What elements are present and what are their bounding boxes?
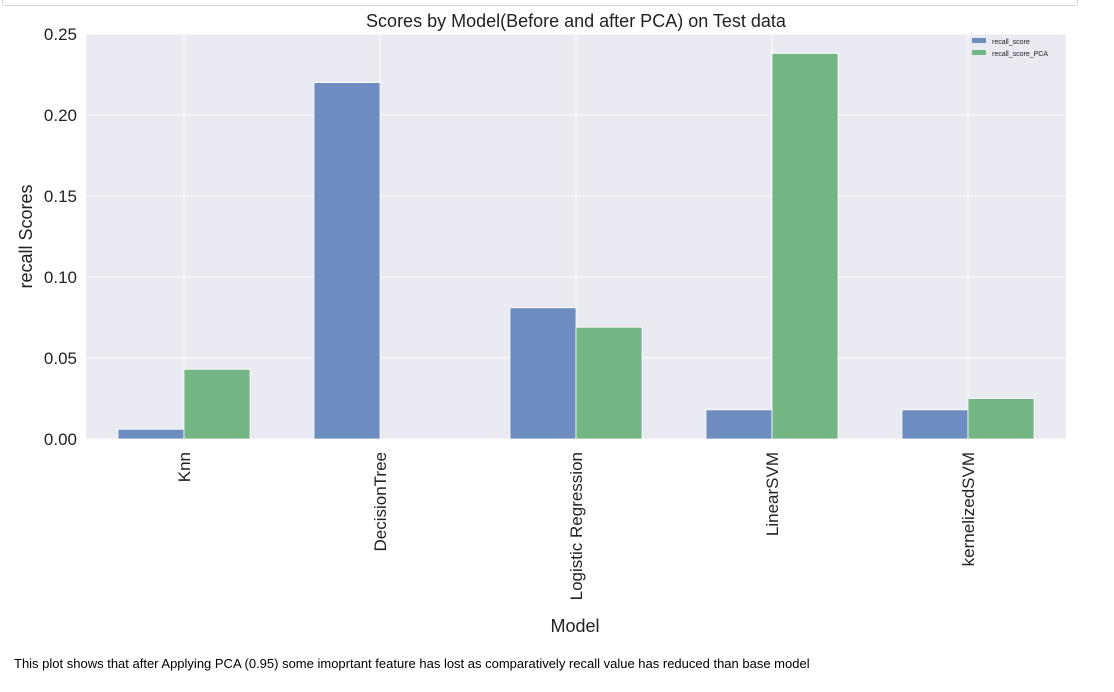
bar-recall-score-linearsvm — [705, 409, 773, 440]
legend-label: recall_score — [992, 39, 1030, 46]
legend-swatch-recall-score — [972, 38, 986, 43]
x-tick-label: Logistic Regression — [567, 452, 586, 600]
y-tick-label: 0.00 — [44, 430, 77, 449]
chart-title: Scores by Model(Before and after PCA) on… — [366, 11, 787, 31]
y-tick-label: 0.20 — [44, 106, 77, 125]
x-tick-label: kernelizedSVM — [959, 452, 978, 566]
legend-label: recall_score_PCA — [992, 51, 1048, 58]
bar-recall-score-PCA-logistic-regression — [575, 326, 643, 440]
x-axis-label: Model — [550, 616, 599, 636]
x-tick-label: LinearSVM — [763, 452, 782, 536]
bar-recall-score-decisiontree — [313, 82, 381, 440]
bar-recall-score-knn — [117, 428, 185, 440]
chart-caption: This plot shows that after Applying PCA … — [14, 656, 810, 671]
y-tick-label: 0.25 — [44, 25, 77, 44]
y-tick-label: 0.05 — [44, 349, 77, 368]
y-axis-label: recall Scores — [16, 184, 36, 288]
bar-recall-score-logistic-regression — [509, 307, 577, 440]
legend-swatch-recall-score-PCA — [972, 50, 986, 55]
output-cell-frame — [2, 0, 1078, 6]
x-tick-label: DecisionTree — [371, 452, 390, 552]
x-tick-label: Knn — [175, 452, 194, 482]
bar-recall-score-PCA-linearsvm — [771, 53, 839, 440]
bar-recall-score-kernelizedsvm — [901, 409, 969, 440]
y-tick-label: 0.10 — [44, 268, 77, 287]
bar-chart: 0.00 0.05 0.10 0.15 0.20 0.25 Knn DecisionTree L… — [16, 11, 1066, 636]
bar-recall-score-PCA-kernelizedsvm — [967, 398, 1035, 440]
y-tick-label: 0.15 — [44, 187, 77, 206]
bar-recall-score-PCA-knn — [183, 368, 251, 440]
